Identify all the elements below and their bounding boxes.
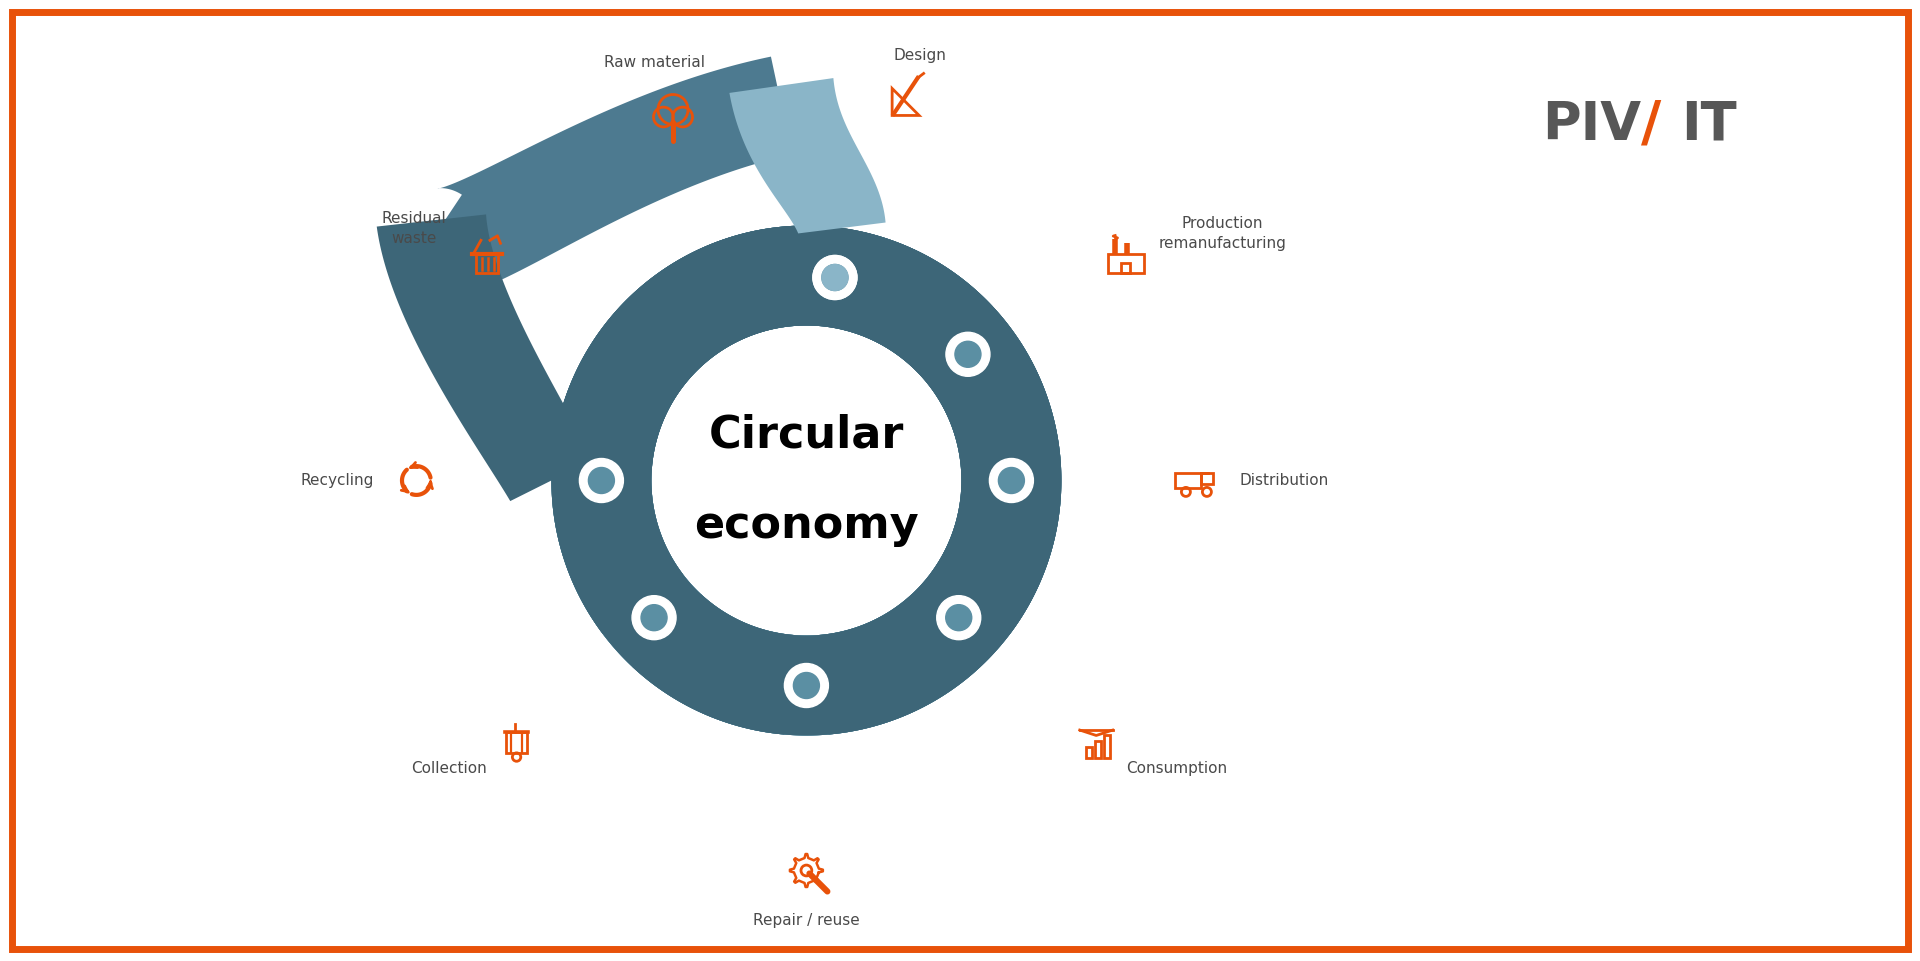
Text: Collection: Collection	[411, 761, 488, 776]
Circle shape	[937, 596, 981, 640]
Bar	[476, 254, 499, 273]
Text: Distribution: Distribution	[1240, 473, 1329, 488]
Polygon shape	[376, 214, 593, 501]
Circle shape	[998, 467, 1025, 494]
Text: Consumption: Consumption	[1125, 761, 1227, 776]
Polygon shape	[401, 57, 791, 297]
Circle shape	[822, 264, 849, 290]
Circle shape	[989, 458, 1033, 503]
Bar	[1200, 473, 1213, 483]
Circle shape	[947, 604, 972, 630]
Text: Design: Design	[895, 48, 947, 63]
Circle shape	[822, 264, 849, 290]
Text: Residual
waste: Residual waste	[382, 210, 445, 245]
Bar	[507, 732, 528, 753]
Polygon shape	[553, 232, 1062, 735]
Text: Recycling: Recycling	[300, 473, 372, 488]
Bar	[1094, 742, 1102, 758]
Circle shape	[812, 256, 856, 300]
Circle shape	[947, 333, 991, 377]
Text: /: /	[1642, 98, 1661, 152]
Circle shape	[793, 673, 820, 699]
Circle shape	[812, 256, 856, 300]
Polygon shape	[551, 226, 1062, 734]
Circle shape	[954, 341, 981, 367]
Text: Circular: Circular	[708, 414, 904, 457]
Polygon shape	[551, 226, 1062, 734]
Text: Repair / reuse: Repair / reuse	[753, 913, 860, 928]
Bar	[1108, 254, 1144, 273]
Text: economy: economy	[695, 504, 918, 547]
Bar	[1104, 735, 1110, 758]
Circle shape	[632, 596, 676, 640]
Polygon shape	[551, 226, 1062, 735]
Polygon shape	[551, 226, 1060, 735]
Circle shape	[785, 663, 828, 707]
Bar	[1085, 748, 1092, 758]
Polygon shape	[551, 226, 1060, 735]
Polygon shape	[730, 78, 885, 234]
Bar	[1175, 473, 1200, 488]
Text: Production
remanufacturing: Production remanufacturing	[1158, 216, 1286, 251]
Text: PIV: PIV	[1542, 99, 1642, 151]
Polygon shape	[553, 226, 1062, 735]
Text: IT: IT	[1682, 99, 1738, 151]
Text: Raw material: Raw material	[603, 55, 705, 70]
Circle shape	[641, 604, 666, 630]
Bar	[1121, 262, 1131, 273]
Circle shape	[588, 467, 614, 494]
Circle shape	[580, 458, 624, 503]
